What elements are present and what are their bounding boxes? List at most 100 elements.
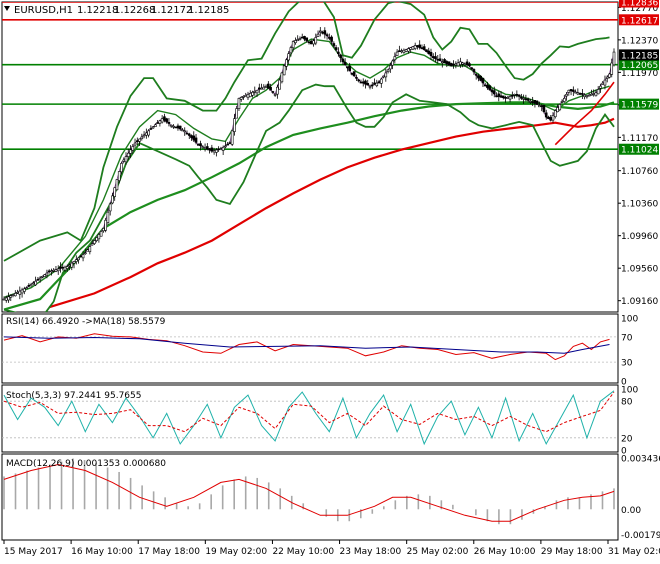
candle-body [355,77,358,79]
candle-body [490,89,494,93]
candle-body [506,97,510,99]
candle-body [370,84,374,87]
candle-body [267,83,270,89]
candle-body [361,81,365,84]
panel-frame-3 [1,453,619,541]
candle-body [499,95,503,98]
candle-body [382,75,385,78]
candle-body [176,125,180,129]
candle-body [352,71,356,77]
candle-body [16,291,19,294]
candle-body [350,72,354,75]
rsi-series-1 [3,336,610,354]
candle-body [434,56,437,60]
macd-axis-label: 0.003436 [621,455,660,465]
candle-body [187,133,191,136]
candle-body [41,276,44,278]
candle-body [303,36,306,40]
candle-body [389,65,392,70]
candle-body [445,61,449,65]
candle-body [237,98,241,110]
candle-body [325,34,329,37]
candle-body [422,46,426,50]
time-axis-label: 16 May 10:00 [71,547,133,557]
candle-body [181,129,184,132]
candle-body [454,63,458,66]
time-axis-label: 19 May 02:00 [205,547,267,557]
candle-body [255,89,259,94]
candle-body [526,98,530,101]
level-label-text: 1.11024 [621,146,658,156]
candle-body [147,130,150,136]
candle-body [497,93,501,97]
time-axis-label: 22 May 10:00 [272,547,334,557]
candle-body [492,90,496,95]
stoch-series-1 [3,391,615,433]
candle-body [569,89,573,92]
candle-body [511,95,514,97]
candle-body [169,124,173,127]
candle-body [481,77,485,84]
candle-body [18,290,22,295]
candle-body [305,37,309,41]
candle-body [296,39,300,41]
macd-axis-label: 0.00 [621,506,641,516]
candle-body [106,211,110,223]
rsi-title: RSI(14) 66.4920 ->MA(18) 58.5579 [6,317,166,327]
candle-body [178,125,182,130]
candle-body [341,58,345,63]
candle-body [592,93,595,95]
candle-body [314,37,318,44]
candle-body [398,50,401,52]
candle-body [242,96,245,98]
level-label-text: 1.12065 [621,61,658,71]
candle-body [210,147,214,152]
candle-body [477,75,480,79]
candle-body [167,122,171,124]
candle-body [416,45,419,47]
candle-body [298,38,302,40]
level-label-box [619,98,659,110]
candle-body [547,116,550,119]
stoch-axis-label: 100 [621,386,638,396]
stoch-axis-label: 0 [621,447,627,457]
candle-body [156,122,159,124]
candle-body [386,69,390,73]
candle-body [174,126,178,129]
candle-body [472,69,476,73]
candle-body [368,85,372,88]
price-axis-label: 1.09560 [621,265,658,275]
candle-body [273,94,277,96]
candle-body [260,87,263,90]
candle-body [192,135,196,141]
candle-body [522,98,525,100]
candle-body [501,95,505,99]
candle-body [84,252,87,255]
candle-body [190,135,193,139]
candle-body [461,62,464,65]
candle-body [572,89,575,92]
candle-body [27,285,31,287]
candle-body [610,62,614,75]
stoch-axis-label: 20 [621,434,633,444]
candle-body [158,120,162,124]
rsi-axis-label: 70 [621,333,633,343]
candle-body [330,36,333,42]
macd-axis-label: -0.00179 [621,531,660,541]
dropdown-triangle-icon[interactable] [4,6,10,11]
candle-body [357,79,361,82]
candle-body [529,101,532,103]
candle-body [2,298,6,301]
candle-body [517,94,521,97]
candle-body [391,60,394,66]
candle-body [520,97,523,99]
candle-body [131,146,135,151]
candle-body [59,266,62,269]
candle-body [221,147,225,151]
candle-body [120,163,123,173]
candle-body [206,146,209,150]
time-axis-label: 23 May 18:00 [340,547,402,557]
candle-body [332,43,336,46]
macd-signal-line [3,463,615,522]
